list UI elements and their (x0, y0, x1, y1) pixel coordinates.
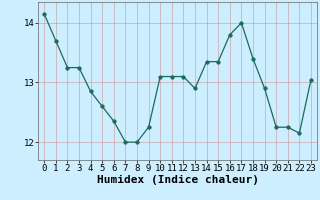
X-axis label: Humidex (Indice chaleur): Humidex (Indice chaleur) (97, 175, 259, 185)
